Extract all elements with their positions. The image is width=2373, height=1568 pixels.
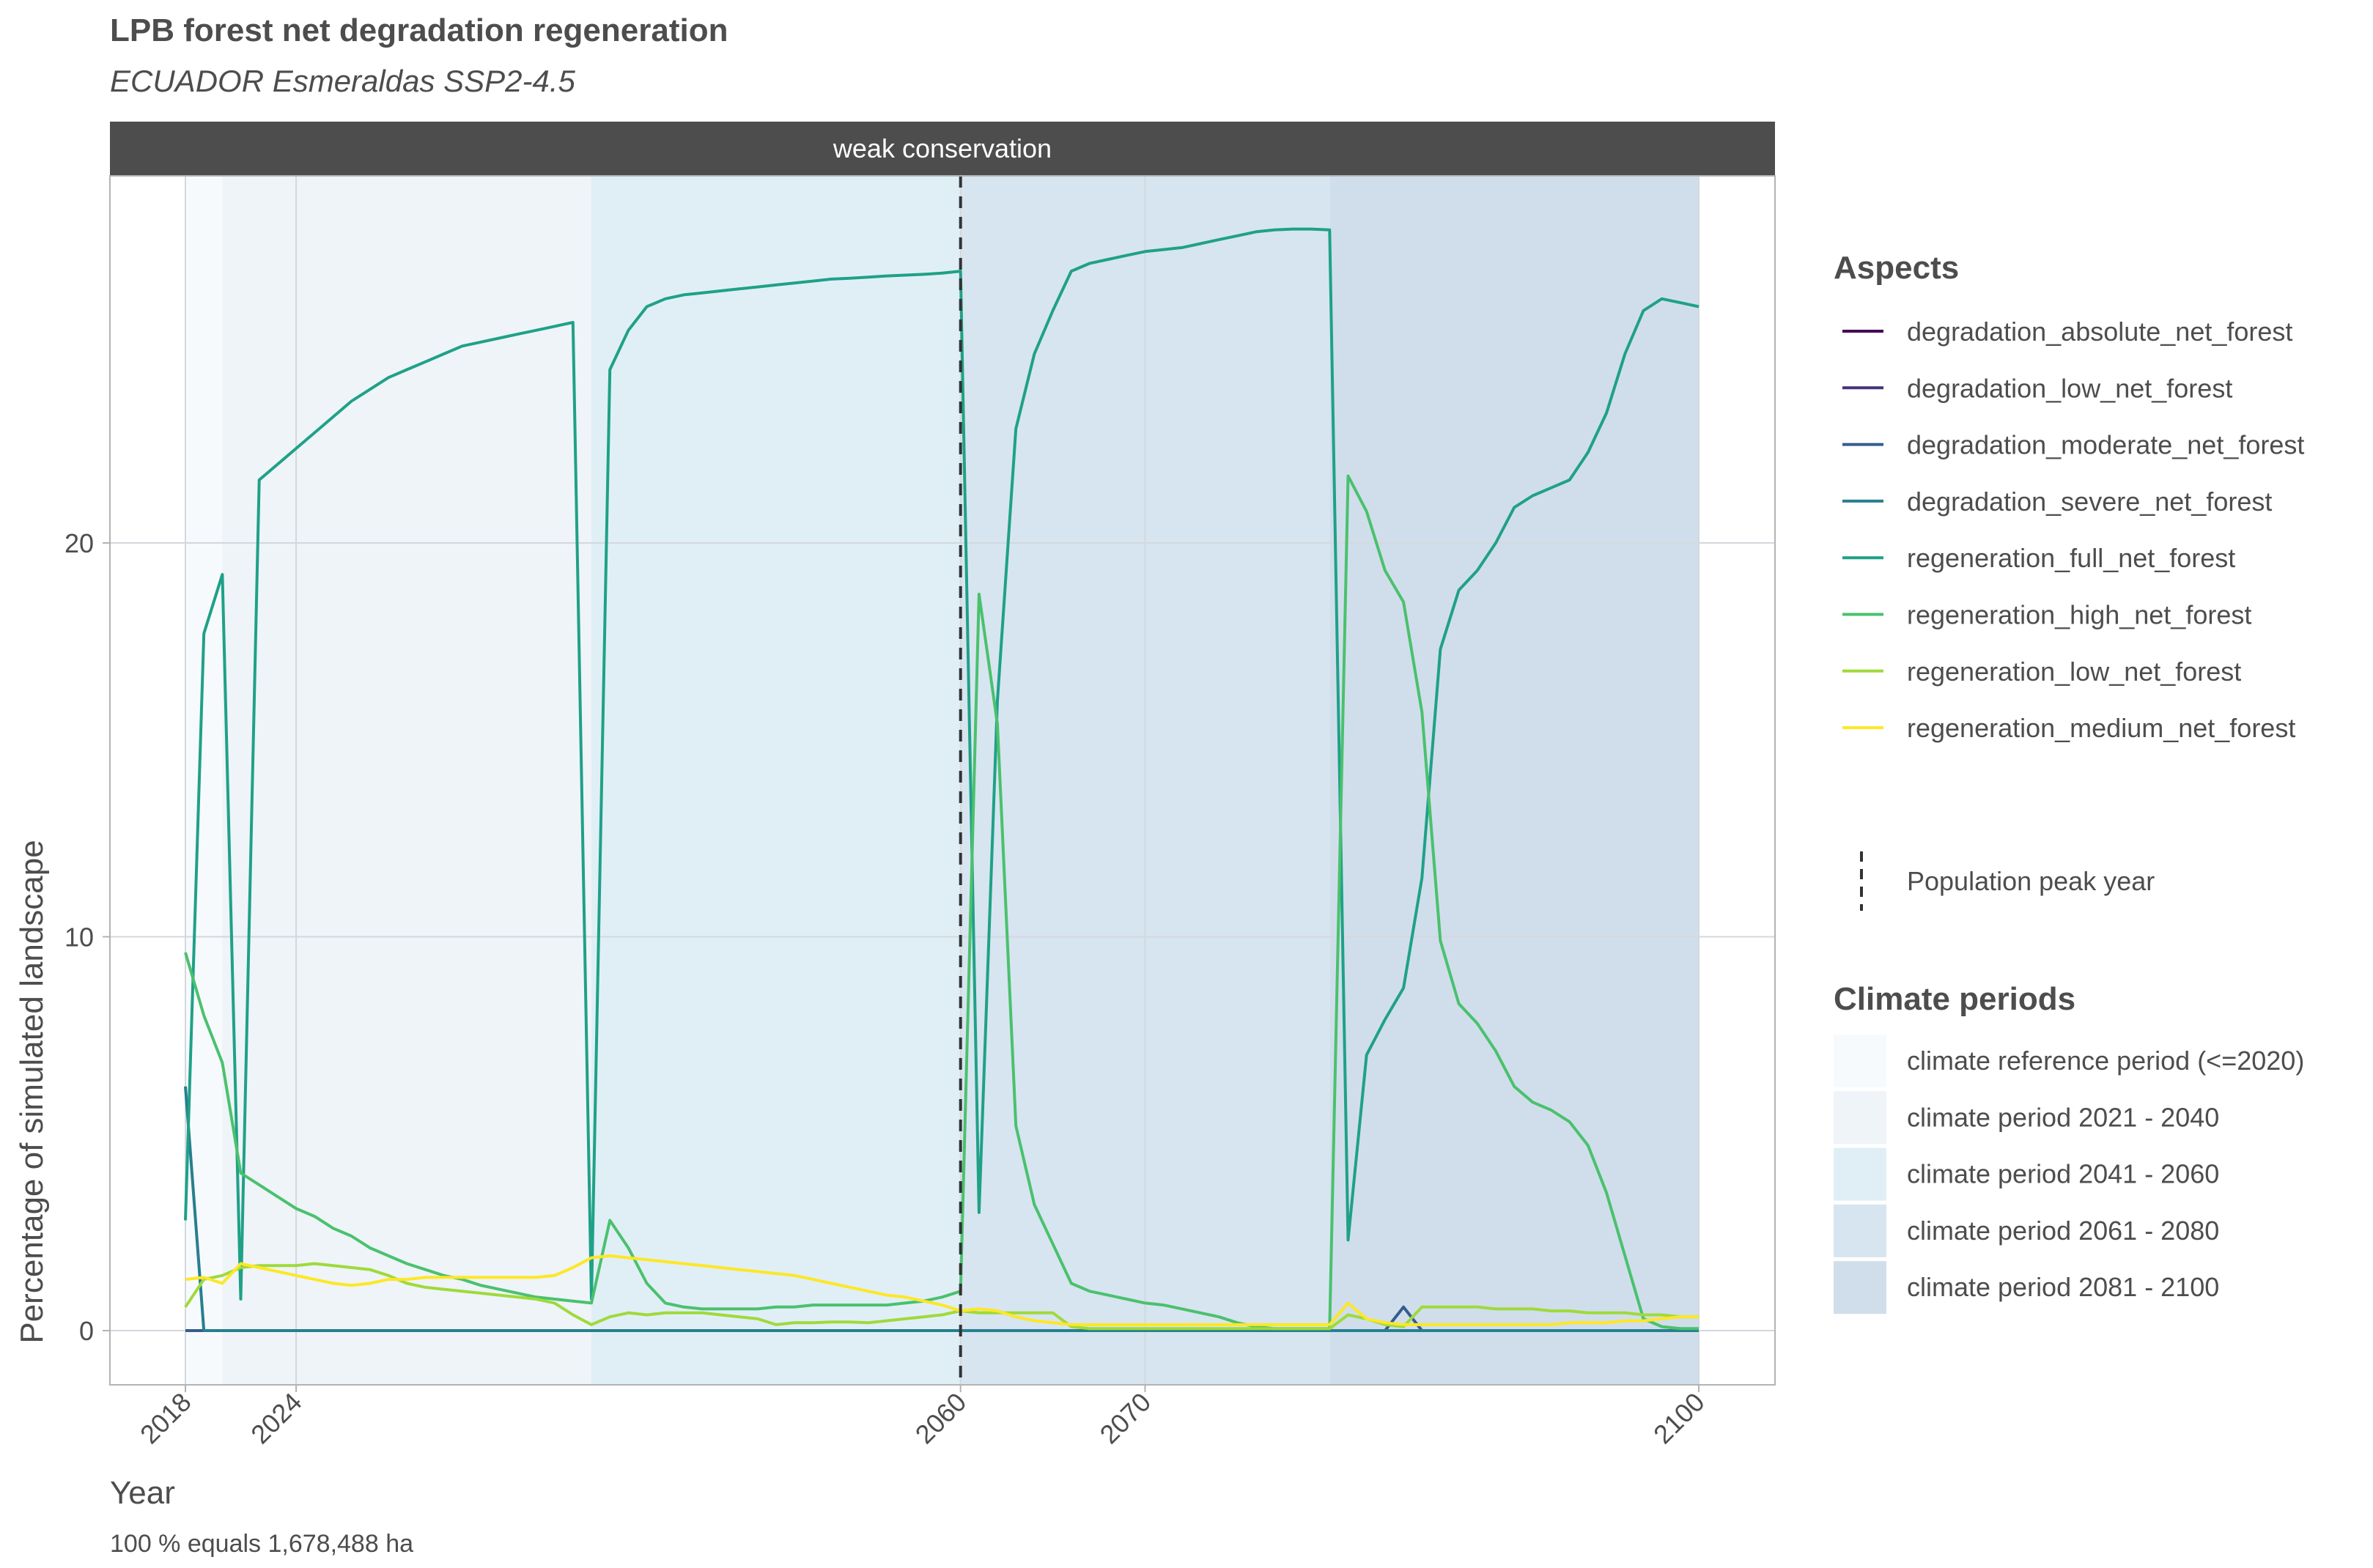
- x-tick-label: 2100: [1647, 1387, 1710, 1450]
- series-line-regeneration_high_net_forest: [184, 474, 1699, 1331]
- plot-panel: [109, 175, 1776, 1386]
- legend: Aspects degradation_absolute_net_forestd…: [1834, 250, 2304, 1314]
- climate-band-2: [591, 176, 961, 1385]
- legend-climate-key-2: [1834, 1147, 1886, 1201]
- caption: 100 % equals 1,678,488 ha: [110, 1530, 413, 1558]
- facet-strip: [110, 122, 1775, 176]
- y-tick-label: 20: [64, 528, 94, 558]
- legend-label-degradation_moderate_net_forest: degradation_moderate_net_forest: [1907, 430, 2304, 460]
- legend-label-regeneration_medium_net_forest: regeneration_medium_net_forest: [1907, 713, 2295, 743]
- legend-label-regeneration_full_net_forest: regeneration_full_net_forest: [1907, 543, 2235, 573]
- legend-climate: climate reference period (<=2020) climate…: [1834, 1035, 2304, 1314]
- legend-aspects-title: Aspects: [1834, 250, 1959, 286]
- x-tick-label: 2018: [134, 1387, 197, 1450]
- legend-climate-title: Climate periods: [1834, 981, 2075, 1017]
- climate-band-0: [185, 176, 223, 1385]
- panel-border: [109, 175, 1776, 1386]
- x-tick-label: 2070: [1094, 1387, 1157, 1450]
- legend-label-degradation_low_net_forest: degradation_low_net_forest: [1907, 373, 2232, 403]
- y-tick-label: 10: [64, 922, 94, 953]
- legend-climate-label-0: climate reference period (<=2020): [1907, 1046, 2304, 1076]
- legend-climate-key-0: [1834, 1035, 1886, 1087]
- legend-climate-key-3: [1834, 1204, 1886, 1257]
- legend-climate-label-4: climate period 2081 - 2100: [1907, 1272, 2219, 1302]
- x-axis-title: Year: [110, 1475, 175, 1511]
- y-tick-label: 0: [79, 1316, 94, 1346]
- legend-label-regeneration_high_net_forest: regeneration_high_net_forest: [1907, 600, 2251, 630]
- legend-climate-label-3: climate period 2061 - 2080: [1907, 1216, 2219, 1246]
- legend-aspects: degradation_absolute_net_forest degradati…: [1842, 317, 2304, 743]
- legend-peak-label: Population peak year: [1907, 866, 2155, 896]
- series-line-regeneration_medium_net_forest: [185, 1254, 1699, 1326]
- legend-climate-key-1: [1834, 1091, 1886, 1144]
- chart-title: LPB forest net degradation regeneration: [110, 12, 728, 48]
- legend-climate-key-4: [1834, 1261, 1886, 1314]
- series-line-degradation_severe_net_forest: [184, 1086, 1699, 1332]
- legend-label-degradation_severe_net_forest: degradation_severe_net_forest: [1907, 487, 2272, 517]
- series-line-regeneration_full_net_forest: [184, 227, 1700, 1301]
- series-line-regeneration_low_net_forest: [184, 1262, 1699, 1331]
- climate-band-1: [222, 176, 592, 1385]
- legend-climate-label-2: climate period 2041 - 2060: [1907, 1159, 2219, 1189]
- x-tick-label: 2060: [909, 1387, 973, 1450]
- climate-band-4: [1329, 176, 1699, 1385]
- chart-subtitle: ECUADOR Esmeraldas SSP2-4.5: [110, 64, 576, 98]
- y-axis-title: Percentage of simulated landscape: [14, 840, 50, 1343]
- facet-label: weak conservation: [833, 133, 1052, 163]
- legend-climate-label-1: climate period 2021 - 2040: [1907, 1102, 2219, 1132]
- legend-peak-item: Population peak year: [1860, 851, 2155, 911]
- legend-label-regeneration_low_net_forest: regeneration_low_net_forest: [1907, 657, 2241, 687]
- x-tick-label: 2024: [245, 1387, 308, 1450]
- legend-label-degradation_absolute_net_forest: degradation_absolute_net_forest: [1907, 317, 2292, 347]
